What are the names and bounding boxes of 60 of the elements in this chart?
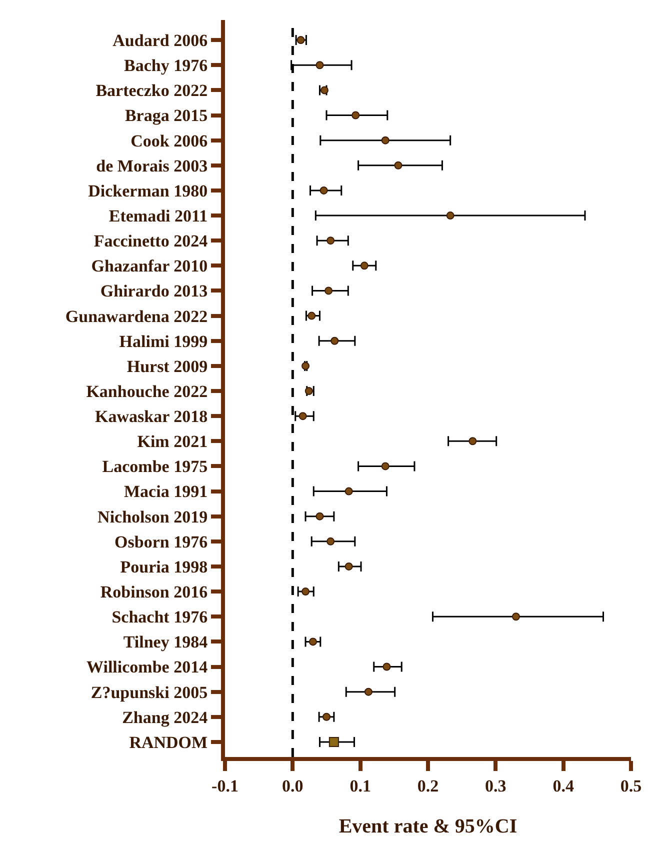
point bbox=[308, 312, 316, 320]
x-tick-label: -0.1 bbox=[212, 776, 238, 796]
point bbox=[394, 161, 402, 170]
point bbox=[326, 236, 335, 245]
y-tick-label: Barteczko 2022 bbox=[96, 81, 208, 100]
y-tick-label: Audard 2006 bbox=[112, 31, 208, 50]
y-tick-label: Kim 2021 bbox=[137, 432, 208, 452]
y-tick-label: Willicombe 2014 bbox=[86, 658, 208, 677]
y-tick-label: Tilney 1984 bbox=[123, 632, 208, 652]
x-tick-label: 0.4 bbox=[552, 776, 574, 796]
point bbox=[316, 61, 324, 70]
point bbox=[446, 212, 454, 220]
point bbox=[328, 736, 339, 747]
y-tick-label: Pouria 1998 bbox=[120, 557, 208, 576]
x-tick-label: 0.3 bbox=[485, 776, 506, 796]
y-tick-label: Dickerman 1980 bbox=[88, 181, 208, 200]
y-tick-label: Lacombe 1975 bbox=[102, 457, 208, 476]
y-tick-label: Kawaskar 2018 bbox=[95, 407, 208, 426]
point bbox=[344, 487, 353, 496]
point bbox=[326, 537, 335, 546]
x-tick-label: 0.2 bbox=[417, 776, 439, 796]
y-tick-label: Osborn 1976 bbox=[114, 532, 208, 552]
point bbox=[381, 136, 390, 144]
y-tick-label: Ghirardo 2013 bbox=[100, 282, 208, 301]
y-tick-label: Z?upunski 2005 bbox=[90, 682, 208, 702]
y-tick-label: Hurst 2009 bbox=[126, 356, 208, 376]
point bbox=[468, 437, 477, 446]
y-tick-label: Etemadi 2011 bbox=[108, 206, 208, 226]
point bbox=[316, 512, 324, 520]
x-tick-label: 0.0 bbox=[282, 776, 304, 796]
y-tick-label: Halimi 1999 bbox=[119, 332, 208, 351]
point bbox=[330, 336, 339, 345]
y-tick-label: Braga 2015 bbox=[124, 106, 208, 126]
point bbox=[364, 688, 372, 696]
x-tick-label: 0.5 bbox=[620, 776, 642, 796]
point bbox=[381, 462, 390, 470]
point bbox=[298, 412, 307, 420]
point bbox=[344, 562, 353, 570]
point bbox=[382, 662, 391, 671]
point bbox=[324, 286, 333, 295]
y-tick-label: Bachy 1976 bbox=[124, 56, 208, 76]
y-tick-label: Robinson 2016 bbox=[100, 582, 208, 602]
point bbox=[352, 111, 360, 120]
x-tick-label: 0.1 bbox=[350, 776, 371, 796]
y-tick-label: RANDOM bbox=[129, 732, 208, 752]
y-tick-label: Schacht 1976 bbox=[112, 608, 208, 627]
y-tick-label: Faccinetto 2024 bbox=[94, 232, 208, 251]
point bbox=[512, 612, 520, 621]
x-axis-title: Event rate & 95%CI bbox=[338, 815, 518, 838]
y-tick-label: Cook 2006 bbox=[130, 131, 208, 150]
point bbox=[320, 186, 328, 194]
y-tick-label: Ghazanfar 2010 bbox=[91, 256, 208, 276]
point bbox=[302, 362, 310, 370]
y-tick-label: Kanhouche 2022 bbox=[86, 382, 208, 401]
y-tick-label: Nicholson 2019 bbox=[98, 507, 208, 526]
y-tick-label: Gunawardena 2022 bbox=[65, 306, 208, 326]
y-tick-label: Zhang 2024 bbox=[122, 708, 208, 727]
y-tick-label: Macia 1991 bbox=[124, 482, 208, 502]
y-tick-label: de Morais 2003 bbox=[96, 156, 208, 176]
point bbox=[360, 262, 368, 270]
